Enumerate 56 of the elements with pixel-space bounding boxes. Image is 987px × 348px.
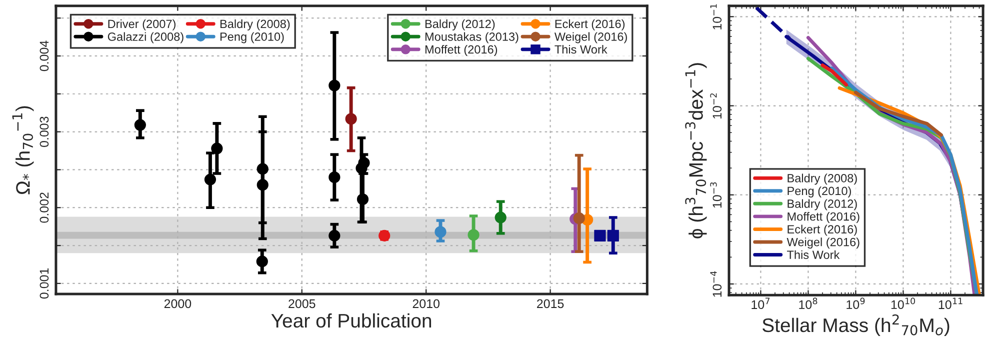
- y-tick-label: 10$^{−3}$: [710, 182, 722, 208]
- legend-label: Eckert (2016): [555, 19, 625, 30]
- y-tick-label: 0.002: [40, 192, 49, 223]
- point: [134, 119, 146, 131]
- point: [573, 212, 585, 224]
- legend-label: Baldry (2012): [425, 19, 495, 30]
- x-tick-label: 10$^{10}$: [891, 298, 916, 310]
- legend-label: Moffett (2016): [425, 44, 498, 56]
- point: [204, 174, 216, 186]
- y-axis-title: Ω$_{*}$ (h$_{70}$$^{−1}$): [12, 106, 34, 194]
- point: [328, 171, 340, 184]
- legend-label: Baldry (2008): [220, 19, 290, 30]
- y-tick-label: 0.004: [40, 40, 49, 72]
- x-axis-title: Stellar Mass (h$^{2}$$_{70}$M$_{o}$): [762, 314, 950, 336]
- point: [211, 142, 223, 154]
- y-tick-label: 10$^{−2}$: [710, 93, 722, 118]
- legend-label: Moffett (2016): [788, 212, 860, 224]
- legend-label: Driver (2007): [108, 19, 176, 30]
- legend-label: Baldry (2012): [788, 199, 857, 210]
- x-tick-label: 2005: [288, 299, 316, 308]
- x-axis-title: Year of Publication: [271, 313, 432, 328]
- x-tick-label: 2010: [412, 299, 440, 308]
- y-tick-label: 10$^{−4}$: [710, 271, 722, 297]
- y-tick-label: 0.003: [40, 116, 49, 147]
- y-tick-label: 10$^{−1}$: [710, 4, 722, 30]
- y-tick-label: 0.001: [40, 268, 49, 299]
- point: [356, 193, 369, 206]
- x-tick-label: 10$^{8}$: [799, 298, 818, 310]
- point: [328, 230, 340, 242]
- point: [345, 113, 357, 125]
- point: [358, 157, 370, 169]
- point: [434, 226, 446, 238]
- point: [468, 229, 480, 241]
- x-tick-label: 10$^{11}$: [938, 298, 962, 310]
- legend-label: Peng (2010): [220, 32, 284, 44]
- legend-label: Moustakas (2013): [425, 32, 518, 44]
- x-tick-label: 10$^{9}$: [846, 298, 865, 310]
- legend-label: This Work: [554, 44, 608, 54]
- point: [256, 163, 268, 175]
- point: [328, 80, 340, 92]
- point: [607, 230, 619, 242]
- legend-label: This Work: [787, 250, 840, 260]
- y-axis-title: ϕ (h$^{3}$$_{70}$Mpc$^{−3}$dex$^{−1}$): [685, 63, 707, 238]
- legend-label: Eckert (2016): [788, 224, 857, 236]
- x-tick-label: 10$^{7}$: [752, 298, 770, 310]
- point: [494, 212, 506, 224]
- point: [594, 230, 606, 242]
- point: [256, 179, 268, 191]
- point: [256, 256, 268, 268]
- legend-label: Peng (2010): [788, 186, 851, 198]
- x-tick-label: 2000: [164, 299, 192, 308]
- legend-label: Weigel (2016): [554, 32, 627, 44]
- x-tick-label: 2015: [537, 299, 564, 308]
- legend-label: Weigel (2016): [786, 238, 860, 249]
- legend-label: Galazzi (2008): [108, 32, 184, 44]
- legend-label: Baldry (2008): [788, 174, 857, 185]
